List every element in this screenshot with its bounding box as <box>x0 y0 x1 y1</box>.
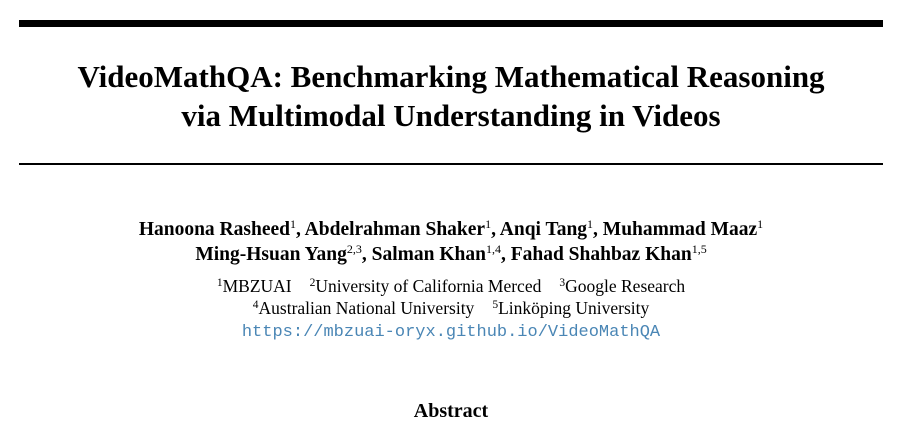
title-line-2: via Multimodal Understanding in Videos <box>181 98 721 133</box>
project-url-line: https://mbzuai-oryx.github.io/VideoMathQ… <box>0 319 902 344</box>
affiliation-number: 3 <box>559 277 566 289</box>
project-url-link[interactable]: https://mbzuai-oryx.github.io/VideoMathQ… <box>241 323 661 342</box>
author-affiliation-mark: 1 <box>587 217 594 231</box>
author-affiliation-mark: 1,4 <box>485 242 501 256</box>
affiliation-line-2: 4Australian National University 5Linköpin… <box>0 297 902 319</box>
author-name: Ming-Hsuan Yang <box>195 244 347 265</box>
author-separator: , <box>295 219 305 240</box>
affiliation-name: University of California Merced <box>315 276 542 296</box>
affiliation-list: 1MBZUAI 2University of California Merced 3… <box>0 275 902 344</box>
affiliation-number: 2 <box>309 277 316 289</box>
author-separator: , <box>500 244 511 265</box>
abstract-heading: Abstract <box>413 400 489 422</box>
affiliation-number: 5 <box>492 299 499 311</box>
author-affiliation-mark: 1,5 <box>691 242 707 256</box>
author-line-1: Hanoona Rasheed1, Abdelrahman Shaker1, A… <box>0 217 902 242</box>
author-list: Hanoona Rasheed1, Abdelrahman Shaker1, A… <box>0 217 902 267</box>
author-name: Hanoona Rasheed <box>138 219 290 240</box>
author-name: Salman Khan <box>371 244 486 265</box>
affiliation-number: 4 <box>252 299 259 311</box>
author-name: Fahad Shahbaz Khan <box>510 244 692 265</box>
author-affiliation-mark: 1 <box>485 217 492 231</box>
affiliation-name: Linköping University <box>498 298 650 318</box>
affiliation-name: Australian National University <box>258 298 475 318</box>
author-name: Anqi Tang <box>499 219 588 240</box>
author-affiliation-mark: 2,3 <box>346 242 362 256</box>
top-rule <box>19 20 883 27</box>
affiliation-name: Google Research <box>565 276 686 296</box>
author-separator: , <box>361 244 372 265</box>
affiliation-number: 1 <box>216 277 223 289</box>
title-line-1: VideoMathQA: Benchmarking Mathematical R… <box>77 59 825 94</box>
affiliation-name: MBZUAI <box>222 276 292 296</box>
title-bottom-rule <box>19 163 883 165</box>
author-affiliation-mark: 1 <box>289 217 296 231</box>
paper-title: VideoMathQA: Benchmarking Mathematical R… <box>19 57 883 135</box>
author-separator: , <box>491 219 500 240</box>
author-name: Abdelrahman Shaker <box>304 219 486 240</box>
author-separator: , <box>593 219 603 240</box>
author-name: Muhammad Maaz <box>602 219 758 240</box>
affiliation-line-1: 1MBZUAI 2University of California Merced 3… <box>0 275 902 297</box>
author-line-2: Ming-Hsuan Yang2,3, Salman Khan1,4, Faha… <box>0 242 902 267</box>
author-affiliation-mark: 1 <box>757 217 764 231</box>
